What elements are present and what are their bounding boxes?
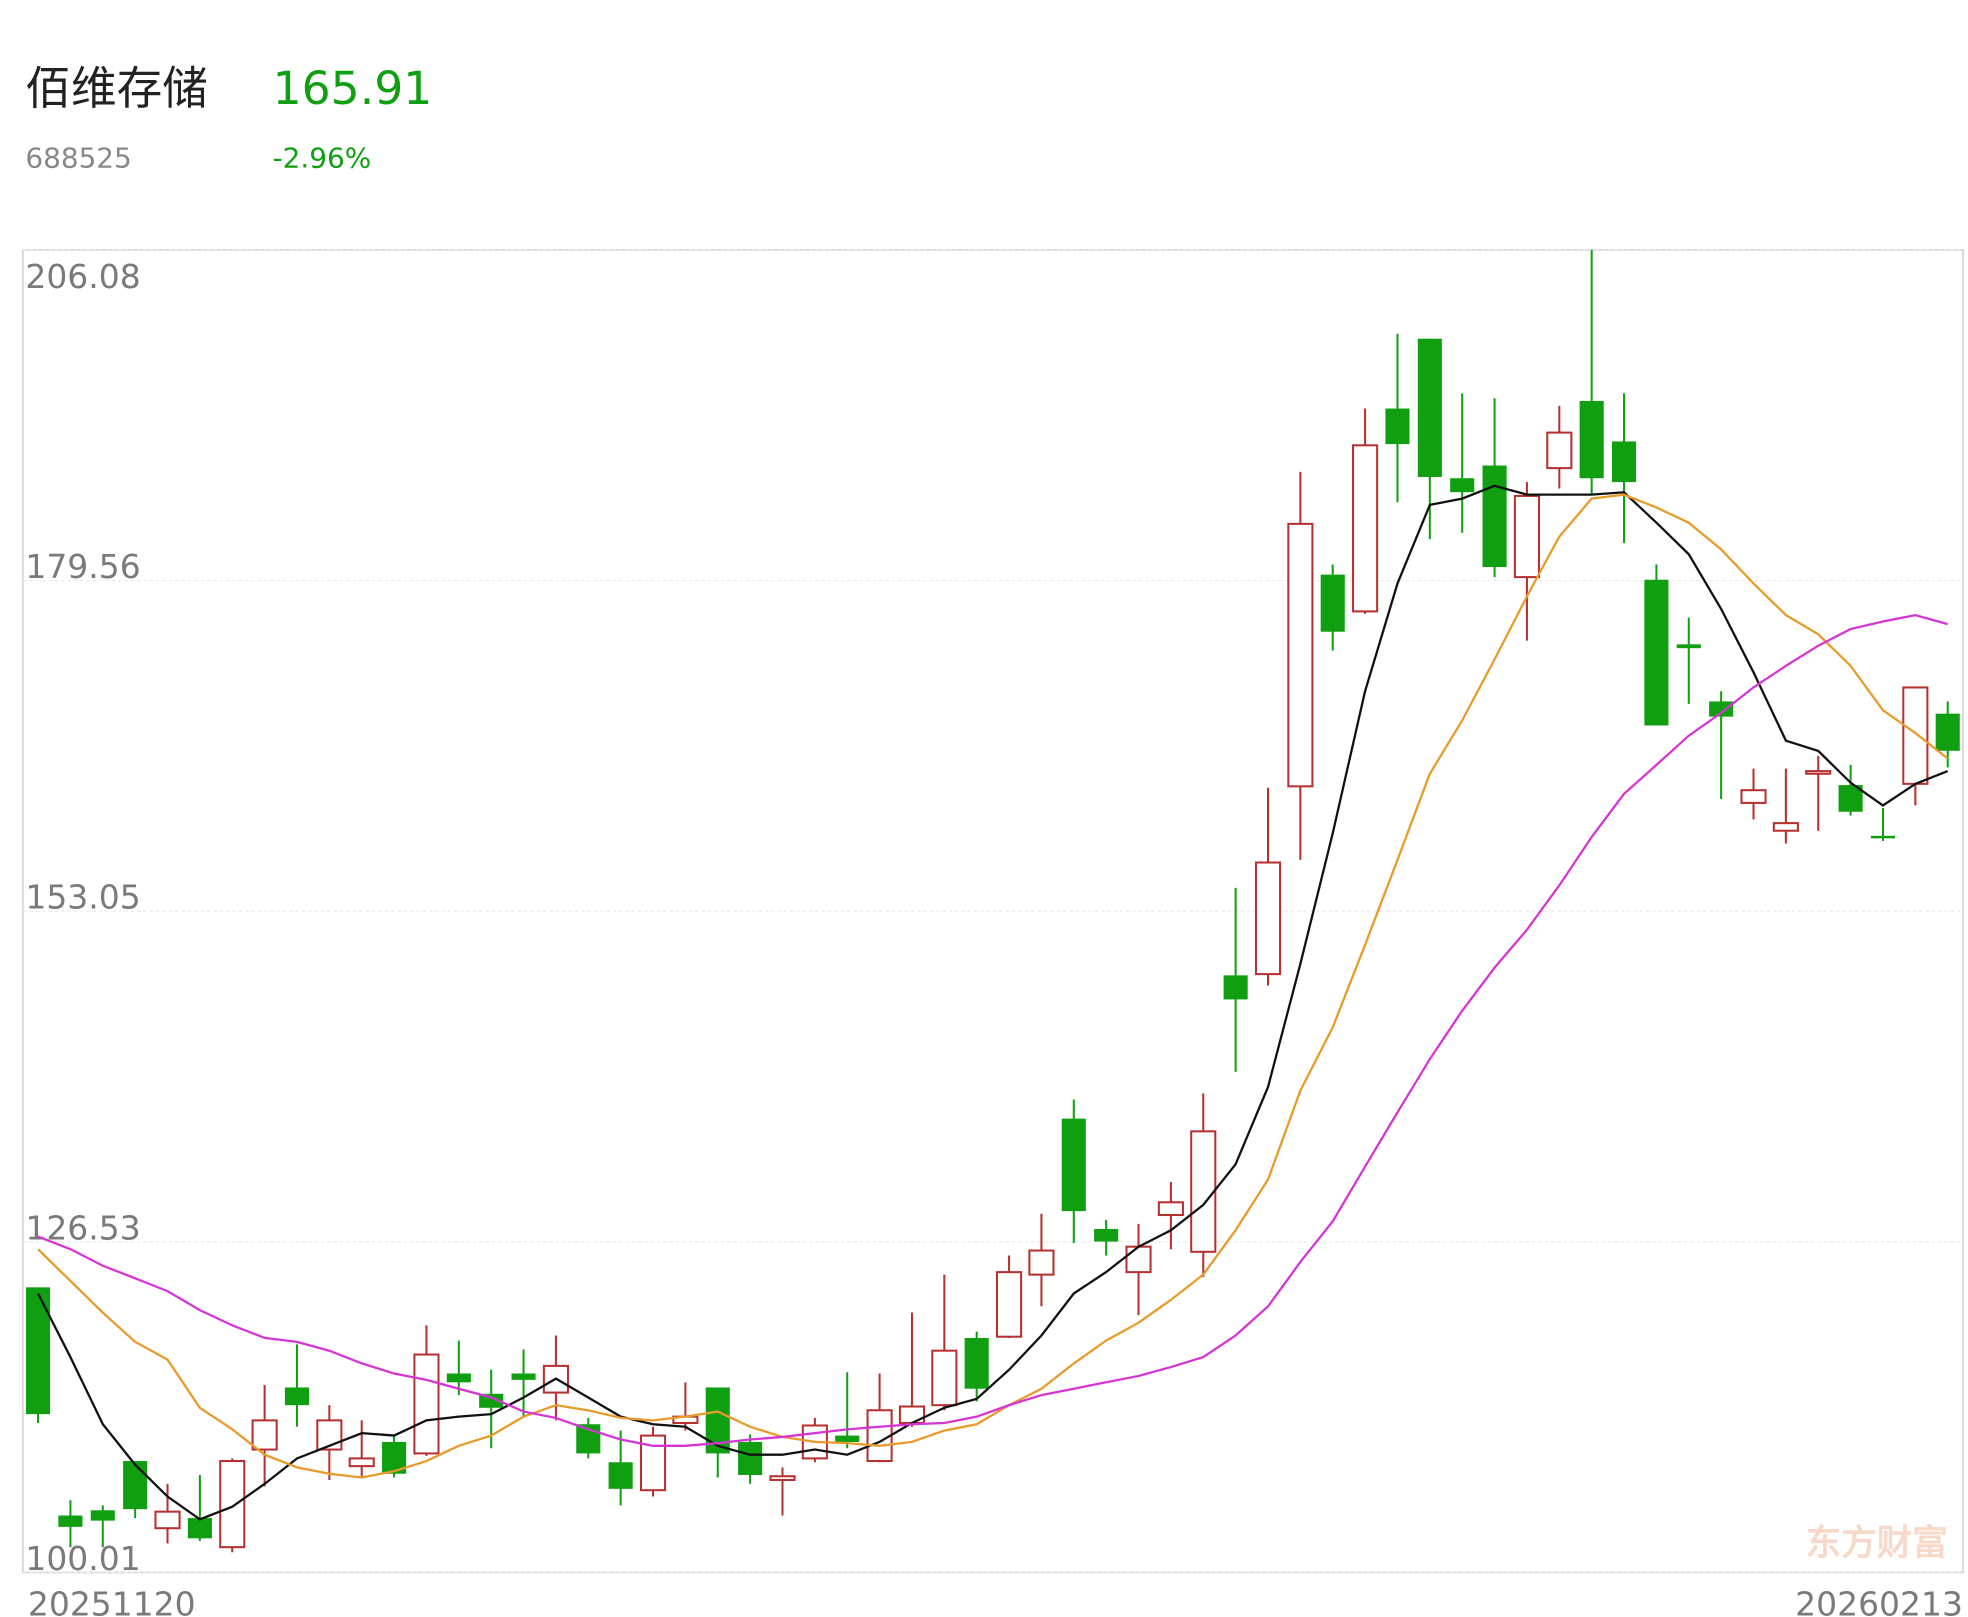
candle-body [1709, 701, 1734, 717]
candle-body [219, 1460, 246, 1549]
candle-body [1190, 1130, 1217, 1253]
candle-body [25, 1287, 51, 1415]
ma-line [37, 493, 1949, 1479]
candle-body [1287, 522, 1314, 788]
y-tick-label: 126.53 [25, 1208, 140, 1247]
candle-body [1157, 1201, 1184, 1217]
candle-body [608, 1462, 633, 1489]
candle-body [251, 1419, 278, 1451]
candle-body [1902, 686, 1929, 785]
candle-body [413, 1353, 440, 1455]
ma-line [37, 613, 1949, 1447]
candle-body [866, 1409, 893, 1463]
candle-body [1611, 441, 1637, 483]
candle-body [479, 1393, 504, 1408]
candle-body [1740, 789, 1767, 804]
candle-body [1772, 822, 1799, 832]
candle-body [1546, 431, 1573, 470]
candle-body [1676, 644, 1701, 649]
candle-body [1417, 338, 1442, 477]
candle-body [511, 1373, 536, 1380]
y-tick-label: 179.56 [25, 547, 140, 586]
candle-body [1125, 1245, 1152, 1274]
x-tick-label: 20251120 [28, 1585, 196, 1617]
candle-body [90, 1510, 115, 1521]
candle-body [187, 1518, 212, 1539]
candle-body [1028, 1249, 1055, 1276]
candle-body [1254, 861, 1282, 976]
y-tick-label: 206.08 [25, 257, 140, 296]
candle-body [1644, 579, 1669, 726]
y-tick-label: 100.01 [25, 1539, 140, 1578]
x-tick-label: 20260213 [1795, 1585, 1963, 1617]
candle-body [1579, 400, 1604, 479]
candle-body [1061, 1118, 1086, 1212]
candle-body [835, 1435, 860, 1442]
candle-body [58, 1515, 83, 1527]
candle-body [1450, 478, 1475, 493]
stock-code: 688525 [25, 142, 131, 175]
candle-body [154, 1510, 181, 1530]
candle-body [1482, 465, 1507, 568]
candle-body [931, 1349, 958, 1407]
candle-body [1385, 408, 1410, 445]
candle-body [446, 1373, 471, 1383]
watermark: 东方财富 [1806, 1523, 1948, 1564]
candle-body [1352, 444, 1379, 613]
candle-body [964, 1337, 989, 1389]
candle-body [1870, 835, 1896, 839]
stock-change: -2.96% [273, 142, 372, 175]
stock-price: 165.91 [273, 62, 433, 115]
candle-body [1094, 1228, 1119, 1242]
candle-body [1805, 770, 1832, 775]
candle-body [1223, 975, 1248, 1000]
candle-body [1935, 713, 1960, 751]
y-tick-label: 153.05 [25, 878, 140, 917]
candle-body [898, 1405, 926, 1425]
candle-body [995, 1271, 1023, 1338]
candle-body [769, 1475, 796, 1481]
candle-body [284, 1387, 310, 1406]
candle-body [738, 1441, 763, 1475]
candle-body [1320, 574, 1345, 632]
candle-body [348, 1457, 375, 1468]
stock-name: 佰维存储 [25, 62, 208, 115]
candle-body [123, 1461, 148, 1510]
candle-body [1513, 494, 1540, 579]
